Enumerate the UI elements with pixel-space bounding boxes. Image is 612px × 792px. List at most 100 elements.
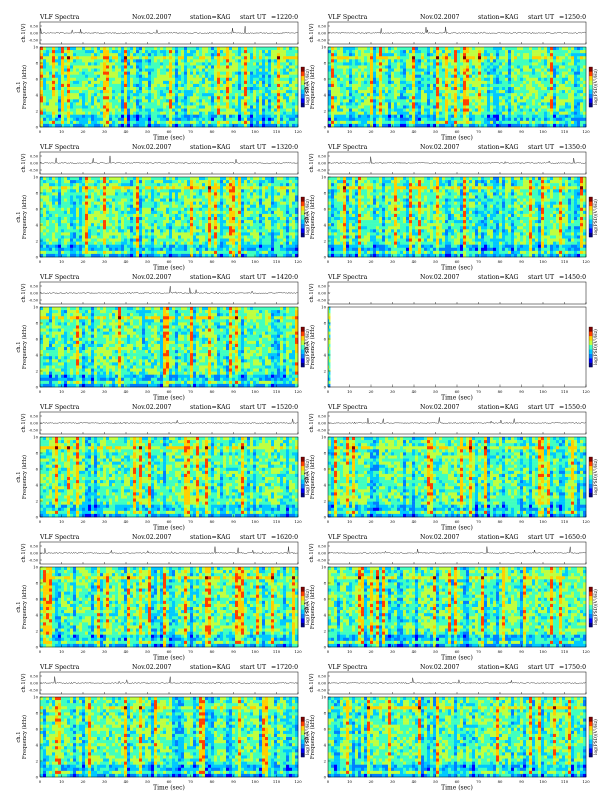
heatmap-cell <box>166 83 170 88</box>
heatmap-cell <box>550 102 554 106</box>
heatmap-cell <box>385 108 389 112</box>
heatmap-cell <box>172 77 176 82</box>
heatmap-cell <box>244 80 248 85</box>
heatmap-cell <box>490 93 494 97</box>
heatmap-cell <box>100 99 104 103</box>
heatmap-cell <box>457 108 461 112</box>
heatmap-cell <box>418 87 422 91</box>
heatmap-cell <box>103 96 107 100</box>
heatmap-cell <box>118 65 122 69</box>
heatmap-cell <box>97 114 101 119</box>
heatmap-cell <box>439 117 443 122</box>
heatmap-cell <box>169 59 173 63</box>
heatmap-cell <box>229 71 233 75</box>
heatmap-cell <box>424 102 428 106</box>
heatmap-cell <box>61 77 65 82</box>
heatmap-cell <box>445 56 449 60</box>
heatmap-cell <box>292 74 296 79</box>
heatmap-cell <box>442 93 446 97</box>
heatmap-cell <box>559 83 563 88</box>
heatmap-cell <box>280 105 284 109</box>
heatmap-cell <box>55 217 59 221</box>
heatmap-cell <box>583 93 587 97</box>
heatmap-cell <box>70 62 74 66</box>
heatmap-cell <box>67 250 71 255</box>
heatmap-cell <box>331 105 335 109</box>
heatmap-cell <box>517 96 521 100</box>
heatmap-cell <box>331 71 335 75</box>
heatmap-cell <box>97 56 101 60</box>
heatmap-cell <box>427 96 431 100</box>
heatmap-cell <box>61 87 65 91</box>
heatmap-cell <box>295 77 299 82</box>
heatmap-cell <box>55 68 59 72</box>
heatmap-cell <box>265 71 269 75</box>
colorbar-step <box>589 75 593 81</box>
heatmap-cell <box>52 47 56 51</box>
time-tick-label: 90 <box>231 129 236 134</box>
heatmap-cell <box>289 74 293 79</box>
heatmap-cell <box>88 53 92 57</box>
heatmap-cell <box>502 71 506 75</box>
heatmap-cell <box>139 99 143 103</box>
freq-tick-label: 2 <box>36 109 39 114</box>
heatmap-cell <box>244 108 248 112</box>
heatmap-cell <box>190 90 194 94</box>
heatmap-cell <box>457 53 461 57</box>
heatmap-cell <box>538 80 542 85</box>
heatmap-cell <box>121 108 125 112</box>
heatmap-cell <box>460 59 464 63</box>
heatmap-cell <box>253 62 257 66</box>
heatmap-cell <box>505 83 509 88</box>
heatmap-cell <box>76 213 80 218</box>
heatmap-cell <box>583 117 587 122</box>
heatmap-cell <box>463 93 467 97</box>
heatmap-cell <box>445 111 449 115</box>
heatmap-cell <box>211 83 215 88</box>
heatmap-cell <box>451 62 455 66</box>
heatmap-cell <box>70 93 74 97</box>
heatmap-cell <box>52 210 56 215</box>
heatmap-cell <box>292 68 296 72</box>
heatmap-cell <box>58 120 62 125</box>
heatmap-cell <box>115 117 119 122</box>
heatmap-cell <box>367 74 371 79</box>
heatmap-cell <box>247 83 251 88</box>
heatmap-cell <box>70 241 74 245</box>
heatmap-cell <box>544 68 548 72</box>
heatmap-cell <box>187 68 191 72</box>
heatmap-cell <box>58 87 62 91</box>
heatmap-cell <box>388 50 392 54</box>
heatmap-cell <box>520 53 524 57</box>
heatmap-cell <box>547 87 551 91</box>
heatmap-cell <box>151 114 155 119</box>
heatmap-cell <box>463 65 467 69</box>
heatmap-cell <box>205 74 209 79</box>
heatmap-cell <box>121 114 125 119</box>
heatmap-cell <box>241 87 245 91</box>
heatmap-cell <box>364 111 368 115</box>
heatmap-cell <box>496 108 500 112</box>
heatmap-cell <box>406 102 410 106</box>
heatmap-cell <box>526 80 530 85</box>
heatmap-cell <box>163 123 167 128</box>
heatmap-cell <box>352 99 356 103</box>
heatmap-cell <box>451 71 455 75</box>
heatmap-cell <box>424 56 428 60</box>
heatmap-cell <box>220 59 224 63</box>
heatmap-cell <box>235 114 239 119</box>
heatmap-cell <box>43 62 47 66</box>
heatmap-cell <box>106 108 110 112</box>
heatmap-cell <box>67 74 71 79</box>
heatmap-cell <box>523 71 527 75</box>
heatmap-cell <box>355 80 359 85</box>
heatmap-cell <box>328 59 332 63</box>
heatmap-cell <box>235 87 239 91</box>
heatmap-cell <box>265 114 269 119</box>
heatmap-cell <box>553 74 557 79</box>
heatmap-cell <box>427 53 431 57</box>
heatmap-cell <box>208 114 212 119</box>
heatmap-cell <box>514 99 518 103</box>
heatmap-cell <box>562 65 566 69</box>
heatmap-cell <box>76 50 80 54</box>
